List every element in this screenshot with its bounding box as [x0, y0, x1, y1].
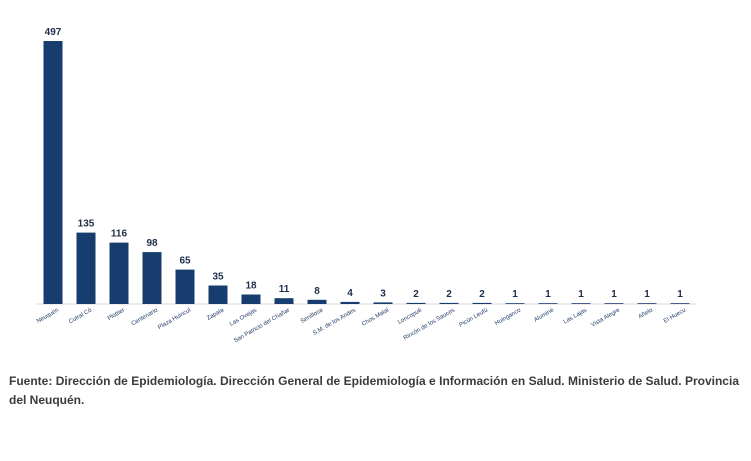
- bar-10: [373, 302, 393, 304]
- bar-15: [538, 303, 558, 304]
- value-label-2: 116: [111, 229, 128, 240]
- category-label-10: Chos Malal: [361, 308, 390, 328]
- category-label-2: Plottier: [107, 308, 126, 323]
- value-label-12: 2: [446, 289, 452, 300]
- bar-7: [274, 298, 294, 304]
- category-label-1: Cutral Có: [68, 307, 94, 325]
- bar-13: [472, 302, 492, 304]
- value-label-17: 1: [611, 289, 617, 300]
- bar-12: [439, 302, 459, 304]
- value-label-6: 18: [245, 281, 257, 292]
- category-label-11: Loncopué: [397, 307, 423, 326]
- value-label-19: 1: [677, 289, 683, 300]
- bar-5: [208, 285, 228, 304]
- category-label-13: Picún Leufú: [459, 308, 489, 329]
- category-label-8: Senillosa: [300, 307, 325, 325]
- value-label-14: 1: [512, 289, 518, 300]
- value-label-8: 8: [314, 286, 320, 297]
- bar-9: [340, 301, 360, 304]
- bar-4: [175, 269, 195, 304]
- value-label-15: 1: [545, 289, 551, 300]
- bar-19: [670, 303, 690, 304]
- value-label-10: 3: [380, 288, 386, 299]
- category-labels-group: Neuquén Cutral Có Plottier CentenarioPlaza …: [36, 307, 687, 344]
- category-label-16: Las Lajas: [563, 308, 588, 326]
- bar-18: [637, 303, 657, 304]
- category-label-14: Huinganco: [494, 307, 522, 327]
- value-label-18: 1: [644, 289, 650, 300]
- value-label-11: 2: [413, 289, 419, 300]
- value-label-0: 497: [45, 27, 62, 38]
- category-label-0: Neuquén: [36, 308, 60, 325]
- category-label-3: Centenario: [131, 307, 160, 327]
- bar-6: [241, 294, 261, 304]
- bar-16: [571, 303, 591, 304]
- value-label-4: 65: [179, 256, 191, 267]
- bar-11: [406, 302, 426, 304]
- bars-group: [43, 41, 690, 304]
- category-label-4: Plaza Huincul: [157, 308, 192, 332]
- category-label-18: Añelo: [638, 307, 655, 320]
- value-label-1: 135: [78, 219, 95, 230]
- value-label-3: 98: [146, 238, 158, 249]
- bar-2: [109, 242, 129, 304]
- category-label-17: Vista Alegre: [590, 307, 621, 328]
- bar-chart: 497 135 116 98 65 35 18 11 8 4 3 2 2 2 1 1 1 1 1 1 Neuquén C…: [36, 27, 697, 344]
- value-label-9: 4: [347, 288, 353, 299]
- category-label-19: El Huecu: [663, 308, 687, 325]
- bar-3: [142, 252, 162, 304]
- category-label-5: Zapala: [206, 307, 225, 322]
- value-label-5: 35: [212, 272, 224, 283]
- source-note: Fuente: Dirección de Epidemiología. Dire…: [9, 374, 739, 407]
- category-label-15: Aluminé: [533, 307, 555, 323]
- value-label-13: 2: [479, 289, 485, 300]
- category-label-7: San Patricio del Chañar: [233, 308, 291, 345]
- bar-8: [307, 299, 327, 304]
- bar-0: [43, 41, 63, 304]
- bar-14: [505, 303, 525, 304]
- category-label-6: Las Ovejas: [229, 308, 258, 328]
- value-label-16: 1: [578, 289, 584, 300]
- bar-17: [604, 303, 624, 304]
- bar-1: [76, 232, 96, 304]
- value-label-7: 11: [279, 284, 290, 295]
